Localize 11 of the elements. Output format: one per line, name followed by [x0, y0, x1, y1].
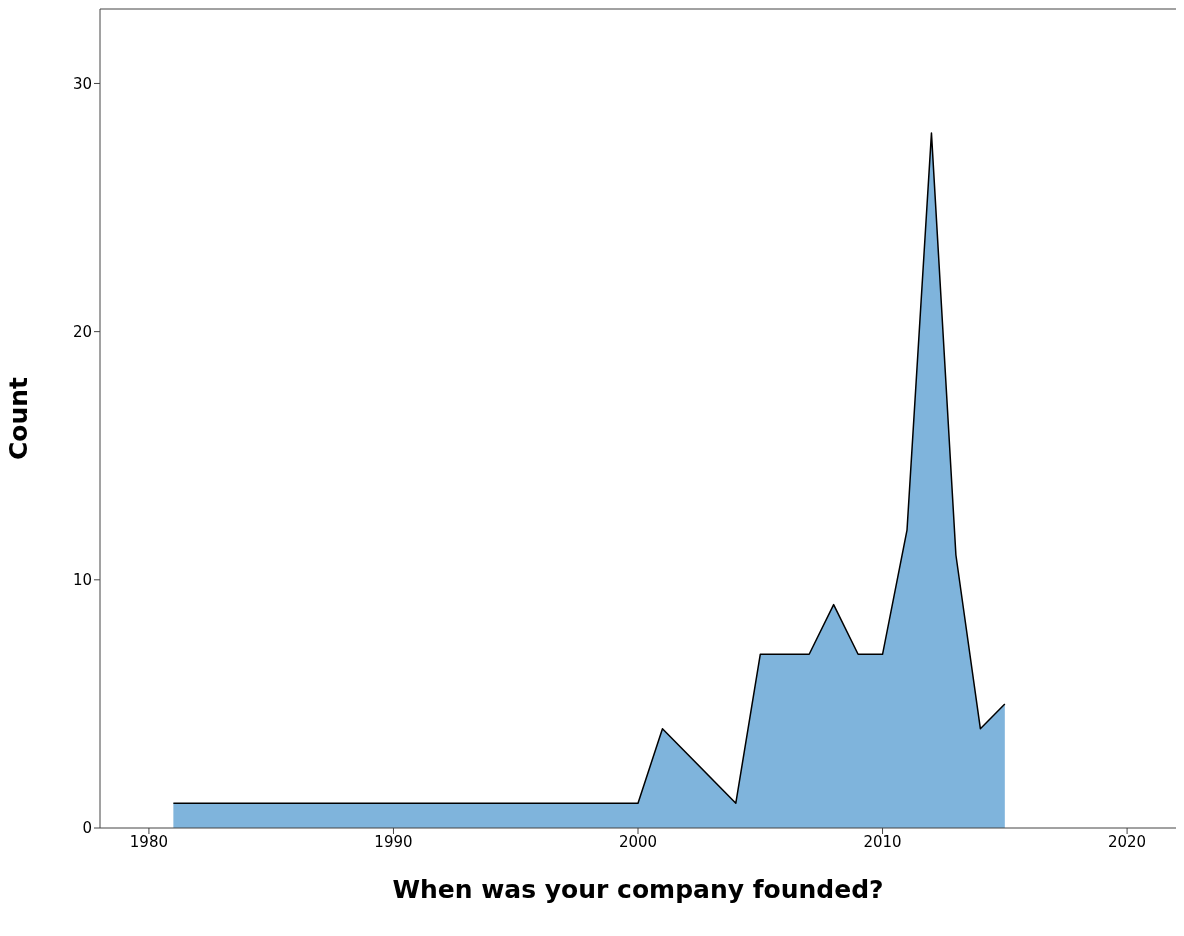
y-tick-label: 20	[72, 322, 92, 341]
x-axis-title: When was your company founded?	[392, 875, 884, 904]
x-tick-label: 2000	[618, 832, 658, 851]
x-tick-label: 2020	[1108, 832, 1147, 851]
x-tick-label: 1980	[129, 832, 168, 851]
y-tick-label: 30	[72, 74, 92, 93]
y-axis-title: Count	[3, 376, 33, 461]
x-tick-label: 1990	[374, 832, 413, 851]
y-tick-label: 10	[72, 571, 92, 590]
y-tick-label: 0	[82, 819, 92, 838]
x-tick-label: 2010	[863, 832, 902, 851]
